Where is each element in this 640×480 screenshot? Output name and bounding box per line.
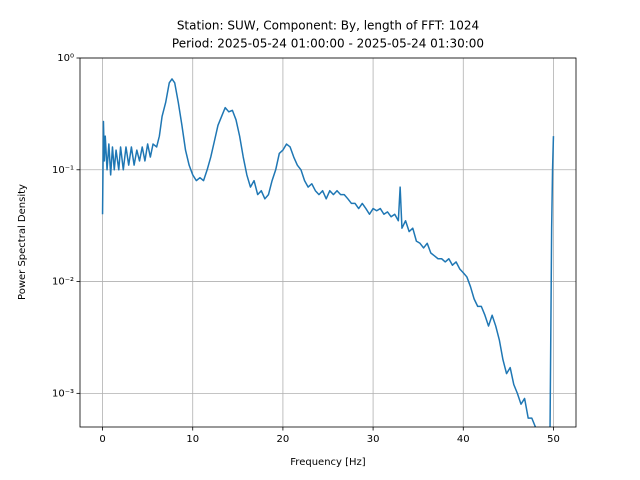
psd-line [101,78,555,427]
chart-title: Station: SUW, Component: By, length of F… [177,19,479,33]
y-tick-label: 10⁻² [52,277,74,288]
y-tick-label: 10⁰ [57,53,74,64]
x-tick-label: 20 [277,434,290,445]
x-tick-label: 10 [186,434,199,445]
ticks: 0 10 20 30 40 50 10⁰ 10⁻¹ 10⁻² 10⁻³ [52,53,560,445]
x-axis-label: Frequency [Hz] [290,457,366,468]
plot-area [101,78,555,427]
x-tick-label: 0 [99,434,105,445]
chart-subtitle: Period: 2025-05-24 01:00:00 - 2025-05-24… [172,37,484,51]
x-tick-label: 50 [547,434,560,445]
axes-frame [79,57,577,428]
x-tick-label: 30 [367,434,380,445]
x-tick-label: 40 [457,434,470,445]
y-tick-label: 10⁻³ [52,388,74,399]
y-tick-label: 10⁻¹ [52,165,74,176]
y-axis-label: Power Spectral Density [17,184,28,300]
